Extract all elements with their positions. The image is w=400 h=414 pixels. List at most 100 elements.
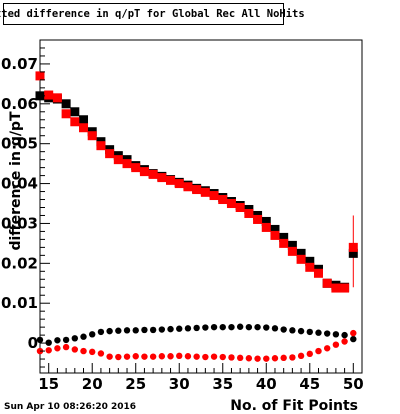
data-points [35, 71, 358, 362]
data-point [80, 333, 87, 340]
data-point [306, 328, 313, 336]
data-point [332, 331, 340, 338]
data-point [322, 278, 332, 288]
data-point [52, 93, 62, 103]
data-point [226, 199, 236, 209]
data-point [122, 159, 132, 169]
data-point [89, 331, 96, 338]
data-point [87, 131, 97, 141]
data-point [263, 324, 270, 331]
data-point [174, 179, 184, 189]
x-tick-label: 45 [299, 375, 320, 393]
data-point [141, 326, 148, 334]
data-point [176, 352, 183, 360]
data-point [71, 346, 79, 353]
data-point [44, 90, 54, 100]
y-axis-label: difference in q/pT [8, 111, 24, 250]
data-point [131, 163, 141, 173]
data-point [167, 353, 174, 360]
data-point [244, 208, 254, 218]
data-point [263, 355, 270, 362]
data-point [235, 202, 245, 212]
data-point [157, 173, 167, 183]
data-point [236, 354, 244, 362]
data-point [296, 254, 306, 264]
y-tick-label: 0.07 [1, 55, 38, 73]
plot-area [39, 39, 363, 374]
data-point [79, 123, 89, 133]
series-2 [36, 323, 357, 346]
x-axis-label: No. of Fit Points [230, 398, 358, 414]
data-point [36, 336, 44, 344]
x-tick-label: 15 [38, 375, 59, 393]
data-point [97, 350, 105, 357]
axes: 15 20 25 30 35 40 45 50 0 0.01 0.02 0.03 0.04 0.05 0.0… [1, 39, 364, 393]
data-point [158, 326, 166, 333]
data-point [279, 232, 289, 242]
data-point [106, 353, 113, 360]
data-point [158, 353, 166, 360]
data-point [323, 330, 331, 337]
data-point [306, 350, 313, 358]
data-point [219, 353, 226, 361]
data-point [236, 323, 244, 330]
data-point [115, 353, 122, 361]
chart-title-box: Fitted difference in q/pT for Global Rec… [0, 3, 305, 25]
series-3 [36, 329, 357, 362]
data-point [209, 191, 219, 201]
data-point [202, 324, 209, 331]
data-point [139, 167, 149, 177]
data-point [132, 353, 139, 360]
x-tick-label: 30 [169, 375, 190, 393]
y-tick-label: 0.03 [1, 214, 38, 232]
data-point [280, 326, 287, 333]
data-point [132, 327, 139, 334]
data-point [305, 262, 315, 272]
data-point [331, 283, 341, 293]
x-tick-label: 20 [82, 375, 103, 393]
data-point [254, 355, 261, 362]
data-point [71, 335, 79, 342]
data-point [296, 248, 306, 258]
data-point [106, 327, 113, 335]
data-point [45, 347, 52, 354]
data-point [323, 345, 331, 352]
data-point [35, 71, 45, 81]
data-point [289, 354, 296, 361]
data-point [193, 353, 200, 360]
series-1 [35, 71, 358, 293]
data-point [70, 117, 80, 127]
data-point [341, 338, 348, 345]
data-point [261, 222, 271, 232]
x-tick-label: 35 [212, 375, 233, 393]
plot-frame [39, 39, 363, 374]
data-point [79, 115, 89, 125]
data-point [297, 352, 305, 360]
data-point [253, 214, 263, 224]
data-point [148, 169, 158, 179]
x-tick-label: 40 [256, 375, 277, 393]
data-point [141, 353, 148, 360]
data-point [176, 325, 183, 332]
data-point [113, 155, 123, 165]
data-point [200, 187, 210, 197]
x-tick-label: 25 [125, 375, 146, 393]
data-point [315, 329, 322, 336]
data-point [210, 323, 218, 331]
data-point [183, 182, 193, 192]
data-point [270, 230, 280, 240]
y-tick-label: 0.06 [1, 95, 38, 113]
data-point [193, 324, 200, 332]
data-point [123, 327, 131, 334]
data-point [219, 323, 226, 331]
data-point [270, 224, 280, 234]
data-point [271, 355, 279, 362]
data-point [61, 109, 71, 119]
data-point [123, 353, 131, 360]
data-point [271, 325, 279, 332]
y-tick-label: 0 [28, 334, 38, 352]
y-tick-label: 0.02 [1, 254, 38, 272]
data-point [54, 337, 61, 344]
data-point [115, 327, 122, 334]
y-tick-label: 0.01 [1, 294, 38, 312]
